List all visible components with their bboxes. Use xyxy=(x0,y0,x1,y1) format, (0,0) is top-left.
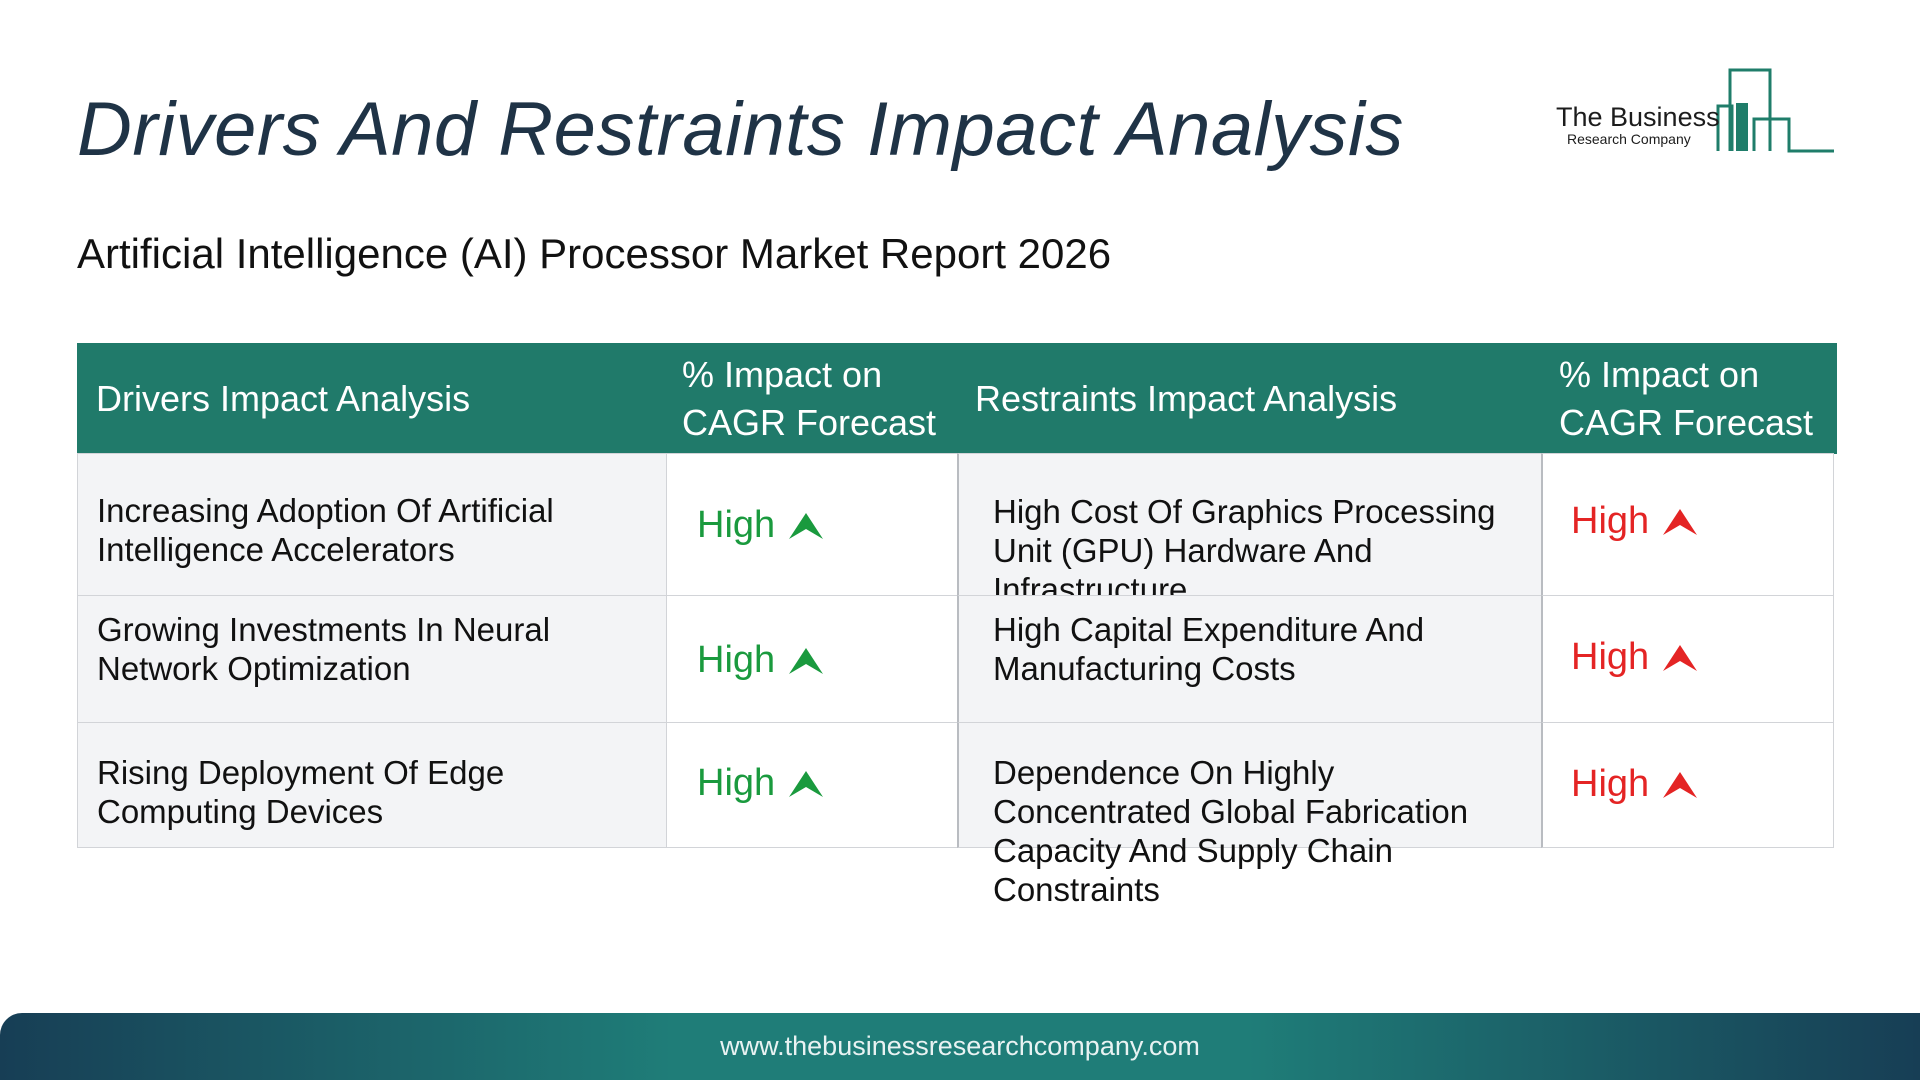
header-restraints: Restraints Impact Analysis xyxy=(975,377,1398,419)
logo-building-icon xyxy=(1716,68,1834,153)
table-row: Growing Investments In Neural Network Op… xyxy=(77,595,1837,723)
logo-name: The Business xyxy=(1556,102,1720,132)
restraint-impact-cell: High xyxy=(1541,453,1834,596)
driver-impact-label: High xyxy=(697,504,776,546)
table-row: Rising Deployment Of Edge Computing Devi… xyxy=(77,722,1837,908)
company-logo: The Business Research Company xyxy=(1550,66,1840,156)
footer-url[interactable]: www.thebusinessresearchcompany.com xyxy=(720,1031,1200,1061)
restraint-cell: High Cost Of Graphics Processing Unit (G… xyxy=(957,453,1542,608)
restraint-impact-label: High xyxy=(1571,636,1650,678)
driver-impact-cell: High xyxy=(666,595,958,723)
footer-bar: www.thebusinessresearchcompany.com xyxy=(0,1013,1920,1080)
restraint-impact-label: High xyxy=(1571,500,1650,542)
arrow-up-icon xyxy=(1663,771,1698,798)
arrow-up-icon xyxy=(1663,508,1698,535)
header-drivers-impact: % Impact on CAGR Forecast xyxy=(682,353,937,443)
arrow-up-icon xyxy=(789,647,824,674)
driver-impact-label: High xyxy=(697,639,776,681)
restraint-impact-cell: High xyxy=(1541,722,1834,848)
driver-impact-cell: High xyxy=(666,722,958,848)
restraint-impact-label: High xyxy=(1571,763,1650,805)
table-header: Drivers Impact Analysis % Impact on CAGR… xyxy=(77,343,1837,454)
arrow-up-icon xyxy=(1663,644,1698,671)
driver-cell: Rising Deployment Of Edge Computing Devi… xyxy=(77,722,667,848)
table-row: Increasing Adoption Of Artificial Intell… xyxy=(77,453,1837,608)
arrow-up-icon xyxy=(789,770,824,797)
impact-table: Drivers Impact Analysis % Impact on CAGR… xyxy=(77,343,1837,908)
header-drivers: Drivers Impact Analysis xyxy=(96,377,471,419)
page-title: Drivers And Restraints Impact Analysis xyxy=(77,87,1404,172)
arrow-up-icon xyxy=(789,512,824,539)
driver-cell: Increasing Adoption Of Artificial Intell… xyxy=(77,453,667,596)
driver-cell: Growing Investments In Neural Network Op… xyxy=(77,595,667,723)
driver-impact-cell: High xyxy=(666,453,958,596)
header-restraints-impact: % Impact on CAGR Forecast xyxy=(1559,353,1814,443)
restraint-cell: High Capital Expenditure And Manufacturi… xyxy=(957,595,1542,723)
restraint-cell: Dependence On Highly Concentrated Global… xyxy=(957,722,1542,908)
logo-subtitle: Research Company xyxy=(1567,131,1691,147)
page-subtitle: Artificial Intelligence (AI) Processor M… xyxy=(77,230,1112,277)
restraint-impact-cell: High xyxy=(1541,595,1834,723)
driver-impact-label: High xyxy=(697,762,776,804)
